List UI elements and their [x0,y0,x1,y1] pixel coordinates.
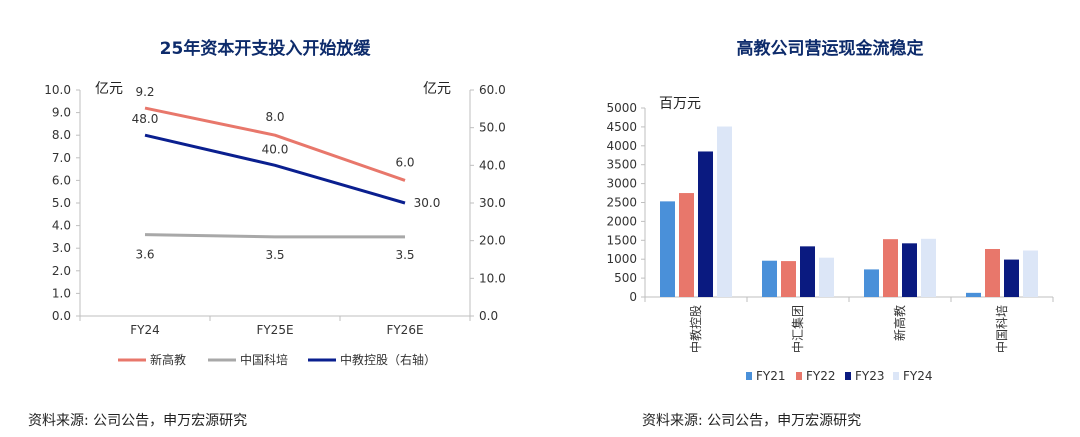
bar-fy22 [883,239,898,297]
legend-label: FY23 [855,369,885,383]
bar-fy22 [781,261,796,297]
bar-y-tick-label: 4000 [606,139,637,153]
bar-fy21 [966,292,981,297]
legend-swatch [845,372,851,380]
data-label: 8.0 [265,110,284,124]
series-line-1 [144,233,405,239]
left-y-tick-label: 1.0 [52,286,71,300]
bar-category-label: 中国科培 [994,305,1009,353]
series-line-0 [144,106,406,182]
bar-fy21 [660,201,675,297]
bar-axis-unit: 百万元 [659,96,701,112]
bar-fy24 [1023,250,1038,297]
legend-swatch [796,372,802,380]
legend-label: 中国科培 [240,352,288,367]
left-y-tick-label: 10.0 [44,83,71,97]
left-y-tick-label: 6.0 [52,173,71,187]
left-y-tick-label: 9.0 [52,106,71,120]
data-label: 3.5 [265,248,284,262]
bar-fy24 [921,238,936,297]
legend-label: 新高教 [150,352,186,367]
x-tick-label: FY26E [386,323,423,337]
legend-label: FY24 [903,369,933,383]
data-label: 9.2 [135,85,154,99]
legend-swatch [893,372,899,380]
left-y-tick-label: 2.0 [52,264,71,278]
left-y-tick-label: 4.0 [52,219,71,233]
right-y-tick-label: 10.0 [479,271,506,285]
left-y-tick-label: 5.0 [52,196,71,210]
left-y-tick-label: 0.0 [52,309,71,323]
bar-y-tick-label: 500 [614,271,637,285]
bar-category-label: 新高教 [892,305,907,341]
bar-y-tick-label: 2500 [606,196,637,210]
bar-fy21 [762,260,777,297]
bar-fy21 [864,269,879,297]
data-label: 40.0 [262,142,289,156]
bar-category-label: 中教控股 [688,305,703,353]
right-axis-unit: 亿元 [423,81,451,97]
series-line-2 [144,133,406,205]
left-y-tick-label: 7.0 [52,151,71,165]
right-y-tick-label: 30.0 [479,196,506,210]
left-y-tick-label: 8.0 [52,128,71,142]
legend-swatch [746,372,752,380]
data-label: 3.6 [135,248,154,262]
bar-y-tick-label: 3000 [606,177,637,191]
bar-y-tick-label: 1000 [606,252,637,266]
left-y-tick-label: 3.0 [52,241,71,255]
bar-fy24 [819,257,834,297]
right-y-tick-label: 0.0 [479,309,498,323]
x-tick-label: FY25E [256,323,293,337]
legend-label: 中教控股（右轴） [340,352,436,367]
right-y-tick-label: 40.0 [479,158,506,172]
bar-fy23 [1004,259,1019,297]
bar-fy22 [679,193,694,297]
bar-fy22 [985,248,1000,297]
left-axis-unit: 亿元 [95,81,123,97]
bar-y-tick-label: 2000 [606,214,637,228]
bar-y-tick-label: 4500 [606,120,637,134]
bar-fy24 [717,126,732,297]
right-source-note: 资料来源: 公司公告，申万宏源研究 [642,413,862,429]
left-source-note: 资料来源: 公司公告，申万宏源研究 [28,413,248,429]
bar-y-tick-label: 5000 [606,101,637,115]
right-y-tick-label: 50.0 [479,121,506,135]
legend-label: FY22 [806,369,836,383]
bar-category-label: 中汇集团 [790,305,805,353]
bar-y-tick-label: 3500 [606,158,637,172]
right-y-tick-label: 20.0 [479,234,506,248]
left-chart-title: 25年资本开支投入开始放缓 [159,39,371,59]
bar-y-tick-label: 1500 [606,233,637,247]
right-y-tick-label: 60.0 [479,83,506,97]
data-label: 30.0 [414,196,441,210]
data-label: 3.5 [395,248,414,262]
bar-y-tick-label: 0 [629,290,637,304]
x-tick-label: FY24 [130,323,160,337]
bar-fy23 [698,151,713,297]
legend-label: FY21 [756,369,786,383]
bar-fy23 [902,243,917,297]
bar-fy23 [800,246,815,297]
data-label: 6.0 [395,155,414,169]
data-label: 48.0 [132,112,159,126]
right-chart-title: 高教公司营运现金流稳定 [736,39,924,59]
